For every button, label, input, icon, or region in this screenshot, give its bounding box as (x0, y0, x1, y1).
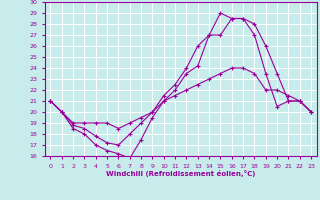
X-axis label: Windchill (Refroidissement éolien,°C): Windchill (Refroidissement éolien,°C) (106, 170, 255, 177)
